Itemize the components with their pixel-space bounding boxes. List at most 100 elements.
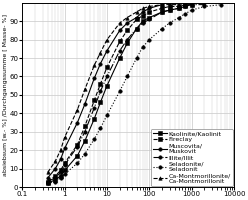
Kaolinite/Kaolinit (184, 5, 186, 8)
Illite/Illit (54, 177, 57, 179)
Kaolinite/Kaolinit (141, 20, 144, 22)
Line: Seladonite/
Seladonit: Seladonite/ Seladonit (46, 3, 223, 185)
Y-axis label: absiebsum [w.- %] /Durchgangssumme [ Masse- %]: absiebsum [w.- %] /Durchgangssumme [ Mas… (3, 14, 8, 176)
Ca-Montmorillonite/
Ca-Montmorillonit (168, 3, 171, 6)
Seladonite/
Seladonit (184, 13, 186, 15)
Seladonite/
Seladonit (126, 75, 129, 78)
Illite/Illit (76, 145, 79, 148)
Fireclay (184, 3, 186, 6)
Fireclay (63, 162, 66, 164)
Fireclay (168, 5, 171, 8)
Illite/Illit (160, 11, 163, 13)
Illite/Illit (148, 18, 151, 21)
Fireclay (118, 40, 121, 43)
Illite/Illit (126, 38, 129, 41)
Kaolinite/Kaolinit (46, 182, 49, 185)
Ca-Montmorillonite/
Ca-Montmorillonit (135, 11, 138, 13)
Muscovita/
Muskovit (93, 77, 96, 80)
Muscovita/
Muskovit (135, 16, 138, 19)
Ca-Montmorillonite/
Ca-Montmorillonit (148, 5, 151, 8)
Illite/Illit (190, 3, 193, 6)
Illite/Illit (46, 180, 49, 183)
Muscovita/
Muskovit (76, 121, 79, 124)
Fireclay (105, 66, 108, 68)
Muscovita/
Muskovit (59, 158, 62, 161)
Ca-Montmorillonite/
Ca-Montmorillonit (59, 149, 62, 151)
Seladonite/
Seladonit (177, 16, 180, 19)
Muscovita/
Muskovit (63, 147, 66, 150)
Line: Fireclay: Fireclay (46, 3, 193, 183)
Seladonite/
Seladonit (118, 90, 121, 92)
Seladonite/
Seladonit (59, 177, 62, 179)
Seladonite/
Seladonit (203, 5, 206, 8)
Kaolinite/Kaolinit (59, 175, 62, 177)
Illite/Illit (63, 164, 66, 166)
Seladonite/
Seladonit (220, 3, 223, 6)
Illite/Illit (135, 27, 138, 30)
Fireclay (59, 169, 62, 172)
Muscovita/
Muskovit (141, 11, 144, 13)
Fireclay (160, 7, 163, 10)
Fireclay (126, 29, 129, 32)
Illite/Illit (105, 75, 108, 78)
Seladonite/
Seladonit (135, 57, 138, 59)
Kaolinite/Kaolinit (105, 85, 108, 87)
Kaolinite/Kaolinit (135, 27, 138, 30)
Fireclay (83, 125, 86, 127)
Illite/Illit (177, 7, 180, 10)
Ca-Montmorillonite/
Ca-Montmorillonit (76, 108, 79, 111)
Illite/Illit (141, 22, 144, 24)
Seladonite/
Seladonit (168, 22, 171, 24)
Muscovita/
Muskovit (105, 49, 108, 52)
Seladonite/
Seladonit (63, 173, 66, 175)
Ca-Montmorillonite/
Ca-Montmorillonit (126, 16, 129, 19)
Fireclay (190, 3, 193, 6)
Seladonite/
Seladonit (83, 153, 86, 155)
Legend: Kaolinite/Kaolinit, Fireclay, Muscovita/
Muskovit, Illite/Illit, Seladonite/
Sel: Kaolinite/Kaolinit, Fireclay, Muscovita/… (151, 129, 233, 186)
Fireclay (93, 99, 96, 102)
Ca-Montmorillonite/
Ca-Montmorillonit (160, 3, 163, 6)
Ca-Montmorillonite/
Ca-Montmorillonit (54, 160, 57, 162)
Kaolinite/Kaolinit (177, 7, 180, 10)
Muscovita/
Muskovit (54, 167, 57, 170)
Ca-Montmorillonite/
Ca-Montmorillonit (105, 38, 108, 41)
Kaolinite/Kaolinit (83, 140, 86, 142)
Kaolinite/Kaolinit (126, 42, 129, 45)
Muscovita/
Muskovit (83, 103, 86, 105)
Seladonite/
Seladonit (105, 114, 108, 116)
Kaolinite/Kaolinit (148, 16, 151, 19)
Ca-Montmorillonite/
Ca-Montmorillonit (83, 88, 86, 91)
Illite/Illit (59, 171, 62, 174)
Ca-Montmorillonite/
Ca-Montmorillonit (63, 136, 66, 139)
Kaolinite/Kaolinit (168, 9, 171, 11)
Ca-Montmorillonite/
Ca-Montmorillonit (93, 64, 96, 67)
Kaolinite/Kaolinit (63, 169, 66, 172)
Fireclay (76, 143, 79, 146)
Kaolinite/Kaolinit (76, 155, 79, 157)
Illite/Illit (93, 107, 96, 109)
Line: Illite/Illit: Illite/Illit (46, 3, 206, 183)
Kaolinite/Kaolinit (54, 178, 57, 181)
Muscovita/
Muskovit (126, 22, 129, 24)
Seladonite/
Seladonit (76, 162, 79, 164)
Muscovita/
Muskovit (160, 3, 163, 6)
Illite/Illit (118, 49, 121, 52)
Muscovita/
Muskovit (148, 7, 151, 10)
Fireclay (135, 18, 138, 21)
Kaolinite/Kaolinit (118, 57, 121, 59)
Fireclay (177, 5, 180, 8)
Kaolinite/Kaolinit (99, 101, 102, 103)
Seladonite/
Seladonit (190, 9, 193, 11)
Illite/Illit (184, 5, 186, 8)
Fireclay (99, 83, 102, 85)
Seladonite/
Seladonit (160, 27, 163, 30)
Seladonite/
Seladonit (54, 180, 57, 183)
Kaolinite/Kaolinit (93, 118, 96, 120)
Muscovita/
Muskovit (118, 29, 121, 32)
Illite/Illit (168, 9, 171, 11)
Line: Ca-Montmorillonite/
Ca-Montmorillonit: Ca-Montmorillonite/ Ca-Montmorillonit (46, 3, 181, 174)
Seladonite/
Seladonit (99, 127, 102, 129)
Line: Muscovita/
Muskovit: Muscovita/ Muskovit (46, 3, 164, 180)
Illite/Illit (99, 90, 102, 92)
Seladonite/
Seladonit (46, 182, 49, 185)
